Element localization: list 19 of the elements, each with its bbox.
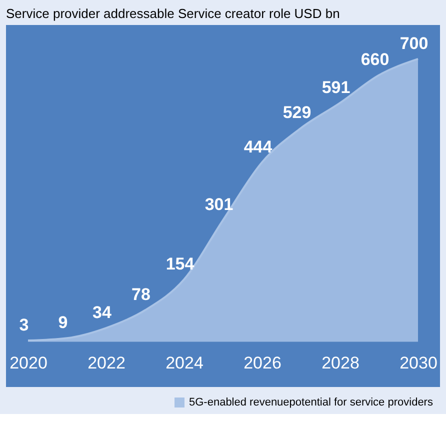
data-label: 9 <box>58 313 68 332</box>
legend-label: 5G-enabled revenuepotential for service providers <box>189 396 434 408</box>
x-tick-label: 2020 <box>10 354 48 372</box>
data-label: 444 <box>244 137 273 156</box>
x-tick-label: 2028 <box>322 354 360 372</box>
data-label: 78 <box>132 285 150 304</box>
data-label: 154 <box>166 254 195 274</box>
data-label: 700 <box>400 34 428 53</box>
x-tick-label: 2024 <box>166 354 204 372</box>
data-label: 529 <box>282 103 312 122</box>
x-tick-label: 2022 <box>88 354 126 372</box>
data-label: 34 <box>92 303 112 322</box>
x-tick-label: 2030 <box>400 354 438 372</box>
chart-title: Service provider addressable Service creator role USD bn <box>6 6 340 21</box>
data-label: 660 <box>360 50 390 70</box>
data-label: 3 <box>19 316 29 335</box>
data-label: 301 <box>204 195 234 214</box>
x-tick-label: 2026 <box>244 354 282 372</box>
data-label: 591 <box>322 78 350 97</box>
